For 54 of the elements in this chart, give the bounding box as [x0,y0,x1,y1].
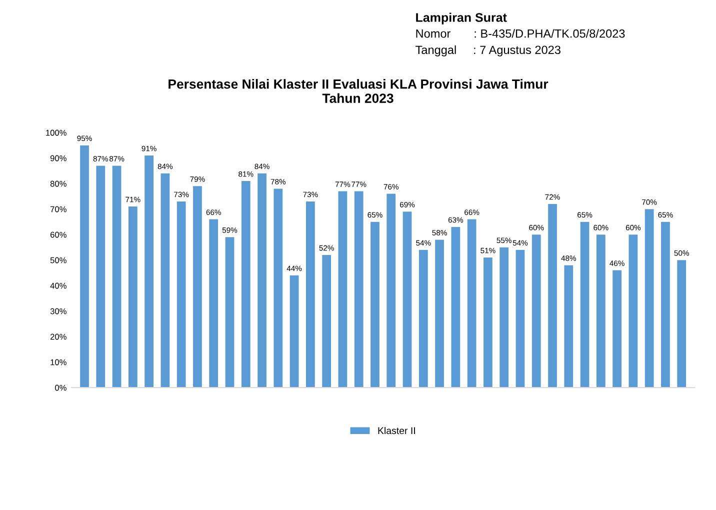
legend-label: Klaster II [378,426,415,434]
bar [80,145,89,388]
bar [548,204,557,388]
y-tick-label: 30% [50,308,66,314]
bar [386,194,396,388]
bar [661,222,670,388]
bar [467,219,476,388]
bar [580,222,590,388]
bar [274,188,283,388]
bar [370,222,380,388]
y-tick-label: 80% [50,180,66,187]
bar [193,186,202,388]
bar [644,209,654,388]
bar [354,191,364,388]
y-tick-label: 60% [50,232,66,238]
bar [451,226,460,388]
bar [338,191,348,388]
bar [677,260,686,388]
y-tick-label: 90% [50,155,66,162]
bar [322,255,332,388]
bar [225,237,234,388]
text: Lampiran Surat [416,12,507,24]
bar [96,166,106,388]
text: Nomor : B-435/D.PHA/TK.05/8/2023 [416,29,625,38]
y-tick-label: 0% [55,384,66,391]
y-tick-label: 10% [50,359,66,366]
bar [516,250,525,388]
bar [258,173,266,388]
bar [402,212,412,388]
chart-title: Persentase Nilai Klaster II Evaluasi KLA Provinsi Jawa Timur Tahun 2023 [168,79,548,103]
bar [532,234,541,388]
bar [160,173,170,388]
y-tick-label: 100% [46,130,66,136]
y-tick-label: 50% [50,257,66,264]
y-tick-label: 20% [50,334,66,340]
bar [290,275,299,388]
text: Tanggal : 7 Agustus 2023 [416,45,560,56]
bar [612,270,622,388]
bar [564,265,574,388]
bar [176,201,186,388]
bar [306,201,315,388]
bar [128,206,138,388]
bar [628,234,638,388]
bar [484,258,492,388]
bar [418,250,428,388]
bar [435,240,444,388]
bar [209,219,218,388]
bar [596,234,606,388]
y-tick-label: 70% [50,206,66,212]
bar [112,166,122,388]
bar [144,156,154,388]
y-tick-label: 40% [50,282,66,289]
bar [500,247,509,388]
bar [241,181,250,388]
